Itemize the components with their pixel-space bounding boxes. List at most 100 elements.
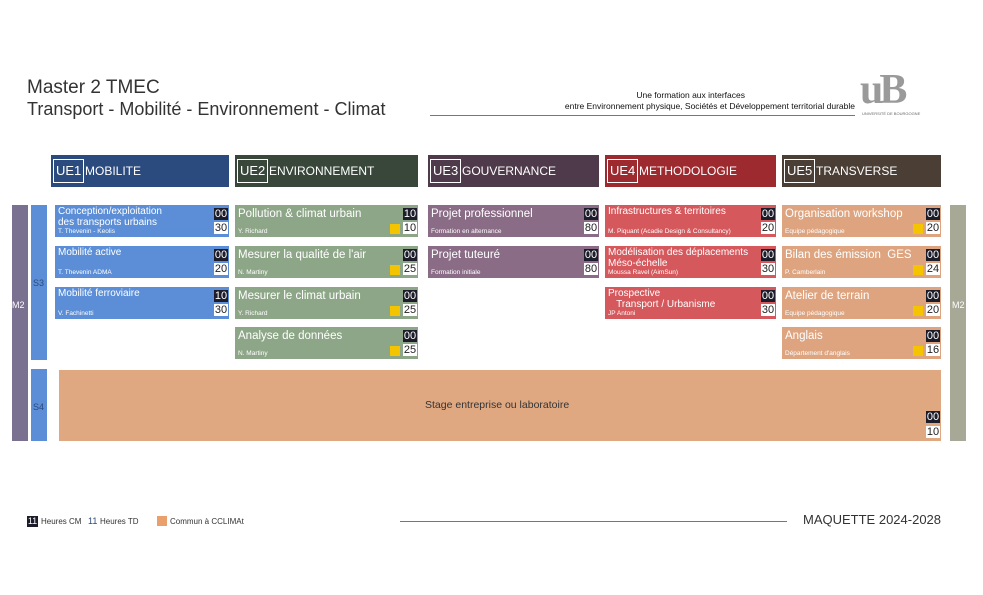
course-teacher: P. Camberlain [785,269,826,276]
course-card [235,246,418,278]
course-title: Modélisation des déplacements Méso-échel… [608,247,749,269]
td-hours: 10 [926,426,940,438]
cm-hours: 00 [214,208,228,220]
td-hours: 20 [214,263,228,275]
course-teacher: Moussa Ravel (AimSun) [608,269,679,276]
td-hours: 30 [214,222,228,234]
legend-td: Heures TD [100,517,139,526]
course-teacher: Formation en alternance [431,228,502,235]
td-hours: 20 [926,304,940,316]
td-hours: 20 [926,222,940,234]
ue-code: UE2 [237,159,269,183]
rule [430,115,855,116]
td-hours: 20 [761,222,775,234]
cm-hours: 00 [214,249,228,261]
td-hours: 10 [403,222,417,234]
stage-box [59,370,941,441]
rule [400,521,787,522]
course-card [235,327,418,359]
ue-header [782,155,941,187]
legend-common: Commun à CCLIMAt [170,517,244,526]
m2-bar [950,205,966,441]
td-hours: 30 [761,304,775,316]
course-title: Pollution & climat urbain [238,208,362,220]
course-title: Infrastructures & territoires [608,206,726,217]
course-card [55,287,229,319]
course-teacher: M. Piquant (Acadie Design & Consultancy) [608,228,731,235]
course-teacher: N. Martiny [238,269,268,276]
course-teacher: Y. Richard [238,228,268,235]
ue-name: TRANSVERSE [816,164,898,178]
td-hours: 25 [403,304,417,316]
common-marker [390,306,400,316]
ue-name: MOBILITE [85,164,142,178]
s4-bar [31,369,47,441]
course-card [605,246,776,278]
course-teacher: T. Thevenin ADMA [58,269,112,276]
course-card [55,205,229,237]
common-marker [390,224,400,234]
s3-label: S3 [33,278,45,288]
logo-caption: UNIVERSITÉ DE BOURGOGNE [862,111,921,116]
td-hours: 30 [761,263,775,275]
ue-code: UE3 [430,159,462,183]
ue-name: ENVIRONNEMENT [269,164,375,178]
course-teacher: T. Thevenin - Keolis [58,228,115,235]
course-card [235,205,418,237]
cm-hours: 10 [214,290,228,302]
cm-hours: 00 [926,330,940,342]
course-card [428,246,599,278]
course-teacher: Equipe pédagogique [785,310,845,317]
ue-name: GOUVERNANCE [462,164,557,178]
td-hours: 24 [926,263,940,275]
cm-hours: 00 [761,249,775,261]
td-hours: 30 [214,304,228,316]
common-marker [390,346,400,356]
course-card [605,205,776,237]
course-title: Mobilité active [58,247,122,258]
course-teacher: Y. Richard [238,310,268,317]
ue-header [235,155,418,187]
tagline: Une formation aux interfaces [636,90,745,100]
ue-header [428,155,599,187]
cm-hours: 00 [584,208,598,220]
cm-hours: 00 [403,249,417,261]
ue-header [605,155,776,187]
cm-hours: 00 [926,249,940,261]
cm-hours: 10 [403,208,417,220]
tagline: entre Environnement physique, Sociétés e… [564,101,855,111]
course-title: Projet professionnel [431,208,533,220]
cm-hours: 00 [926,208,940,220]
course-card [235,287,418,319]
footer: MAQUETTE 2024-2028 [803,512,942,527]
course-title: Mesurer la qualité de l'air [238,249,367,261]
course-teacher: V. Fachinetti [58,310,94,317]
td-hours: 25 [403,344,417,356]
s3-bar [31,205,47,360]
cm-hours: 00 [584,249,598,261]
m2-label: M2 [952,300,965,310]
course-title: Anglais [785,330,823,342]
cm-hours: 00 [761,290,775,302]
common-marker [390,265,400,275]
td-hours: 80 [584,222,598,234]
td-hours: 16 [926,344,940,356]
legend-cm-sample: 11 [27,516,38,527]
course-title: Projet tuteuré [431,249,501,261]
s4-label: S4 [33,402,45,412]
course-card [605,287,776,319]
common-marker [913,265,923,275]
cm-hours: 00 [761,208,775,220]
course-teacher: Département d'anglais [785,350,850,357]
course-card [55,246,229,278]
course-teacher: N. Martiny [238,350,268,357]
course-title: Conception/exploitation des transports u… [58,206,162,228]
title: Master 2 TMEC [27,77,160,98]
logo: uB [860,67,907,113]
course-title: Mesurer le climat urbain [238,290,361,302]
ue-name: METHODOLOGIE [639,164,738,178]
course-title: Mobilité ferroviaire [58,288,140,299]
m2-label: M2 [12,300,25,310]
ue-code: UE1 [53,159,85,183]
